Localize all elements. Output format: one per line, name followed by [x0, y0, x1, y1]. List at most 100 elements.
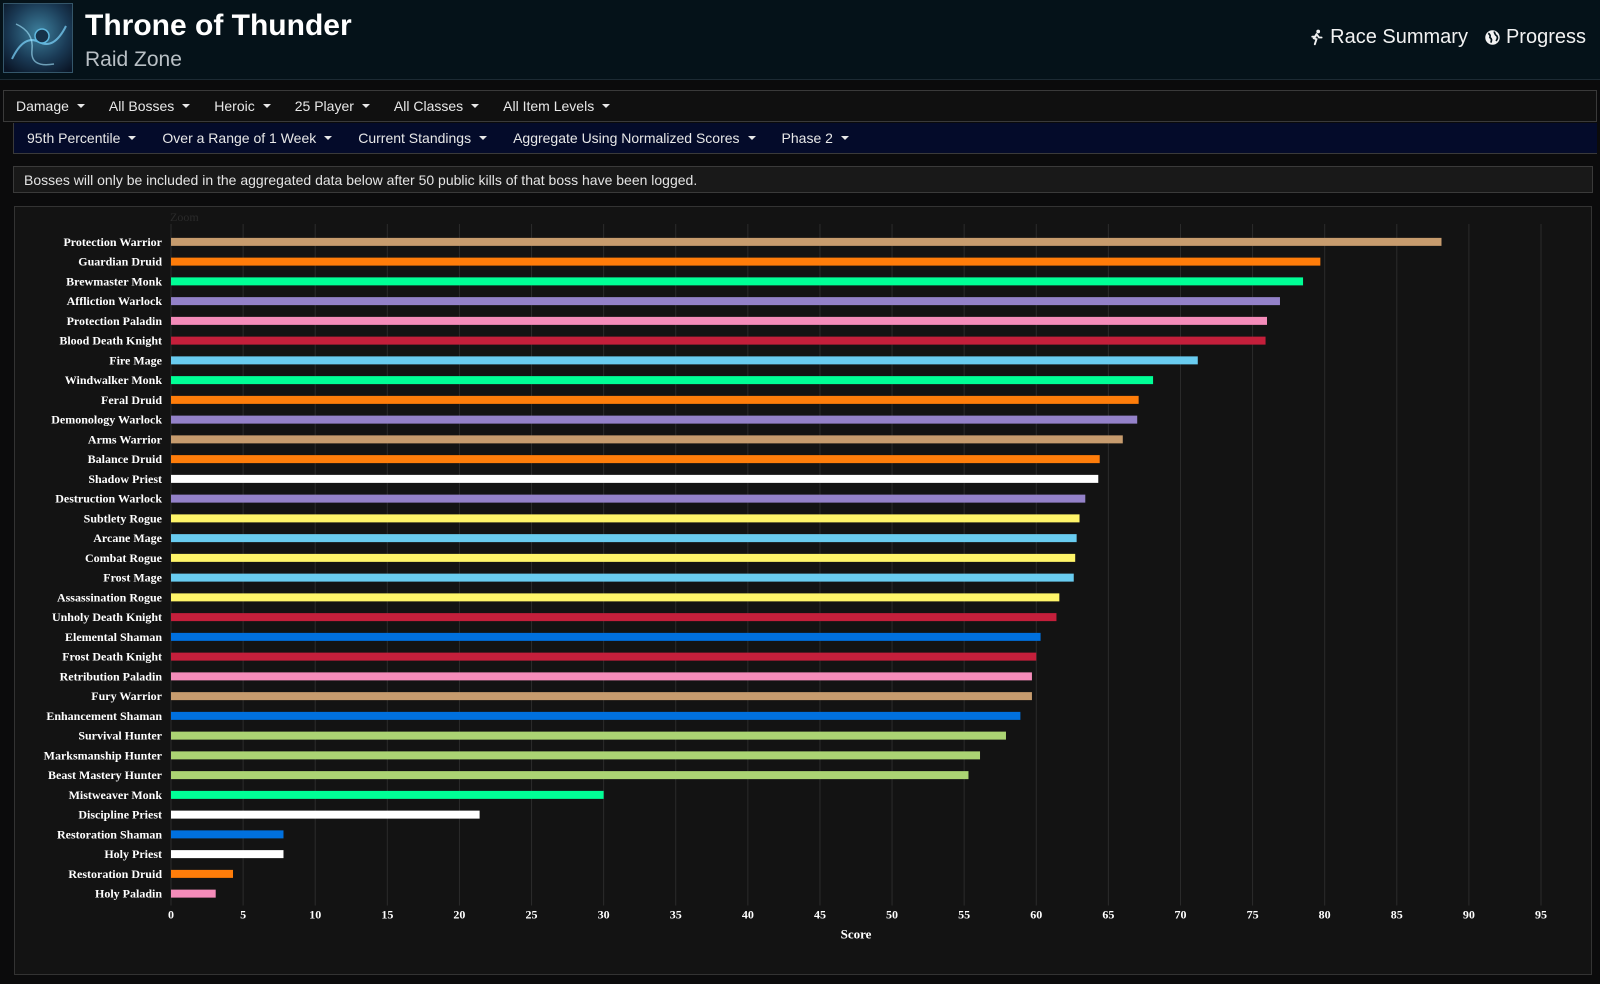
category-label: Unholy Death Knight [52, 610, 162, 624]
class-dropdown[interactable]: All Classes [382, 98, 491, 114]
page-title: Throne of Thunder [85, 9, 352, 42]
bar [171, 237, 1442, 246]
x-tick-label: 25 [526, 908, 538, 922]
category-label: Demonology Warlock [51, 413, 162, 427]
item-level-dropdown-label: All Item Levels [503, 98, 595, 114]
category-label: Brewmaster Monk [66, 274, 162, 288]
x-tick-label: 85 [1391, 908, 1403, 922]
category-label: Balance Druid [88, 452, 163, 466]
bar [171, 356, 1198, 365]
caret-down-icon [840, 136, 849, 140]
bar [171, 731, 1006, 740]
bar [171, 257, 1321, 266]
bar [171, 889, 216, 898]
class-dropdown-label: All Classes [393, 98, 464, 114]
difficulty-dropdown[interactable]: Heroic [202, 98, 282, 114]
x-tick-label: 80 [1319, 908, 1331, 922]
raid-size-dropdown[interactable]: 25 Player [283, 98, 382, 114]
x-tick-label: 65 [1102, 908, 1114, 922]
category-label: Restoration Shaman [57, 827, 162, 841]
caret-down-icon [128, 136, 137, 140]
category-label: Frost Mage [103, 571, 162, 585]
item-level-dropdown[interactable]: All Item Levels [491, 98, 622, 114]
bar [171, 593, 1060, 602]
bar [171, 652, 1037, 661]
x-tick-label: 55 [958, 908, 970, 922]
zone-icon [3, 3, 73, 73]
bar [171, 435, 1123, 444]
bar [171, 415, 1138, 424]
bar [171, 534, 1077, 543]
category-label: Protection Warrior [63, 235, 162, 249]
bar [171, 494, 1086, 503]
caret-down-icon [76, 104, 85, 108]
filter-bar-secondary: 95th Percentile Over a Range of 1 Week C… [13, 123, 1597, 154]
bar [171, 613, 1057, 622]
caret-down-icon [747, 136, 756, 140]
bar [171, 514, 1080, 523]
bar [171, 850, 284, 859]
bar [171, 395, 1139, 404]
category-label: Discipline Priest [78, 808, 162, 822]
category-label: Shadow Priest [88, 472, 162, 486]
category-label: Assassination Rogue [57, 590, 163, 604]
running-person-icon [1311, 29, 1323, 46]
bar [171, 455, 1100, 464]
standings-dropdown[interactable]: Current Standings [345, 130, 500, 146]
progress-link[interactable]: Progress [1484, 26, 1586, 49]
category-label: Survival Hunter [78, 729, 162, 743]
percentile-dropdown-label: 95th Percentile [27, 130, 121, 146]
category-label: Feral Druid [101, 393, 162, 407]
category-label: Blood Death Knight [59, 334, 162, 348]
category-label: Frost Death Knight [62, 650, 162, 664]
bar [171, 869, 234, 878]
category-label: Destruction Warlock [55, 492, 162, 506]
bar [171, 632, 1041, 641]
metric-dropdown[interactable]: Damage [4, 98, 97, 114]
x-tick-label: 0 [168, 908, 174, 922]
race-summary-link[interactable]: Race Summary [1308, 26, 1468, 49]
aggregate-dropdown[interactable]: Aggregate Using Normalized Scores [500, 130, 768, 146]
bar [171, 751, 981, 760]
caret-down-icon [471, 104, 480, 108]
x-tick-label: 5 [240, 908, 246, 922]
percentile-dropdown[interactable]: 95th Percentile [14, 130, 149, 146]
progress-label: Progress [1505, 26, 1586, 48]
category-label: Enhancement Shaman [46, 709, 162, 723]
bar [171, 336, 1266, 345]
difficulty-dropdown-label: Heroic [214, 98, 255, 114]
x-tick-label: 50 [886, 908, 898, 922]
category-label: Mistweaver Monk [69, 788, 163, 802]
x-axis-title: Score [841, 927, 872, 942]
x-tick-label: 45 [814, 908, 826, 922]
category-label: Restoration Druid [68, 867, 162, 881]
bar [171, 553, 1076, 562]
x-tick-label: 40 [742, 908, 754, 922]
zoom-label[interactable]: Zoom [170, 210, 199, 224]
chart-panel: Zoom Protection Warrior Guardian Druid Bre… [14, 206, 1592, 975]
category-label: Arms Warrior [88, 432, 163, 446]
category-label: Protection Paladin [67, 314, 163, 328]
x-tick-label: 95 [1535, 908, 1547, 922]
score-bar-chart: Protection Warrior Guardian Druid Brewmast… [44, 224, 1547, 942]
globe-icon [1485, 30, 1500, 45]
category-label: Affliction Warlock [67, 294, 163, 308]
x-tick-label: 20 [453, 908, 465, 922]
filter-bar-primary: Damage All Bosses Heroic 25 Player All C… [3, 90, 1597, 122]
caret-down-icon [324, 136, 333, 140]
raid-size-dropdown-label: 25 Player [294, 98, 354, 114]
bar [171, 474, 1099, 483]
bar [171, 672, 1032, 681]
category-label: Holy Paladin [95, 887, 162, 901]
x-tick-label: 75 [1247, 908, 1259, 922]
phase-dropdown[interactable]: Phase 2 [769, 130, 862, 146]
time-range-dropdown[interactable]: Over a Range of 1 Week [149, 130, 345, 146]
boss-dropdown-label: All Bosses [108, 98, 175, 114]
bar [171, 810, 480, 819]
bar [171, 376, 1154, 385]
category-label: Windwalker Monk [65, 373, 163, 387]
boss-dropdown[interactable]: All Bosses [97, 98, 202, 114]
time-range-dropdown-label: Over a Range of 1 Week [162, 130, 317, 146]
bar [171, 692, 1032, 701]
category-label: Elemental Shaman [65, 630, 162, 644]
